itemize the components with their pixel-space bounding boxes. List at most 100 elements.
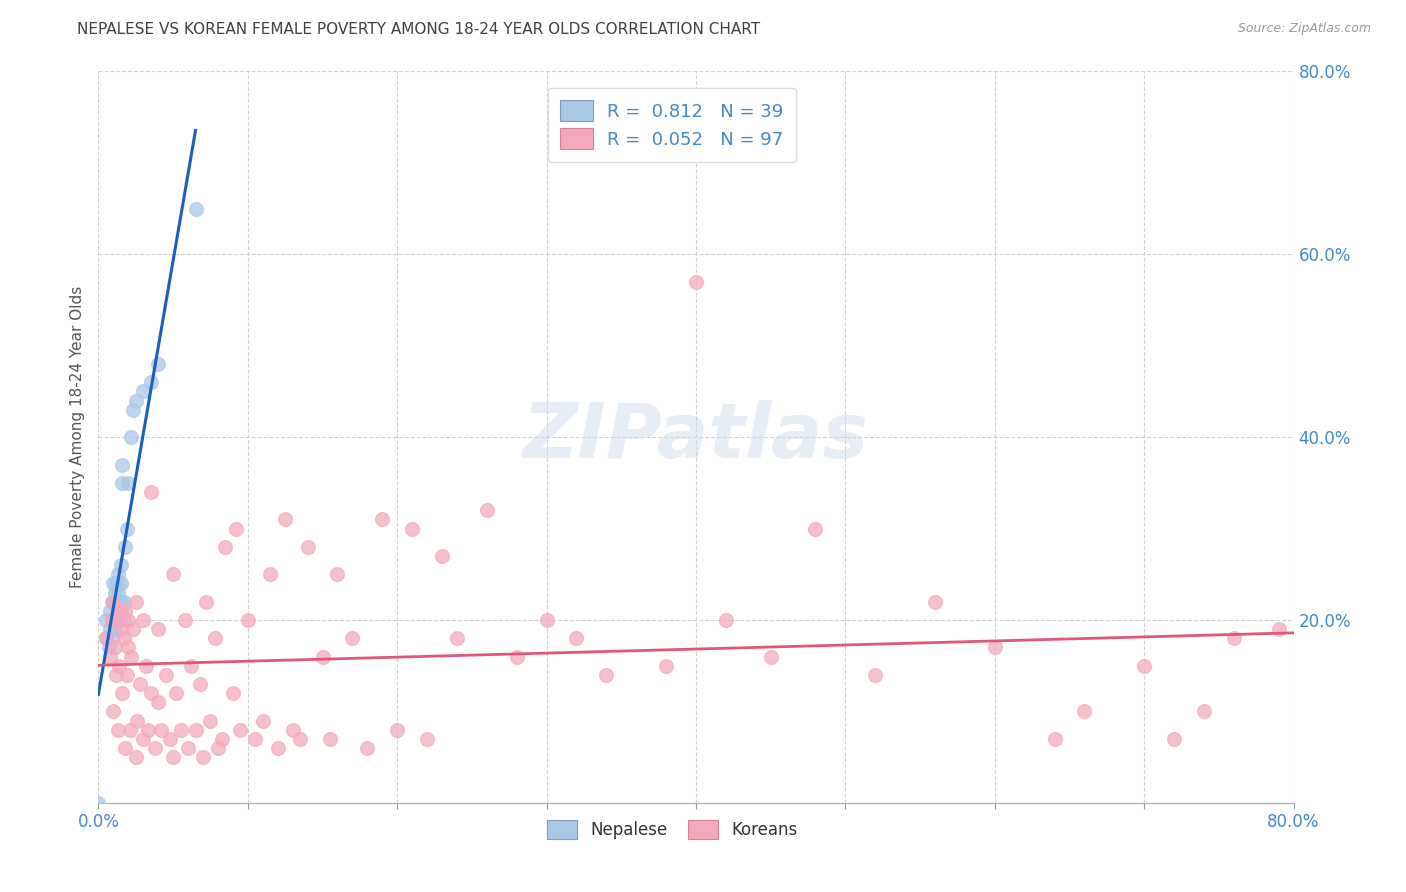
Point <box>924 594 946 608</box>
Point <box>356 740 378 755</box>
Point <box>114 740 136 755</box>
Text: Source: ZipAtlas.com: Source: ZipAtlas.com <box>1237 22 1371 36</box>
Point <box>103 613 125 627</box>
Point <box>446 632 468 646</box>
Point <box>132 731 155 746</box>
Point <box>139 375 162 389</box>
Point <box>804 521 827 535</box>
Point <box>177 740 200 755</box>
Point <box>159 731 181 746</box>
Point <box>107 723 129 737</box>
Point <box>685 275 707 289</box>
Point <box>222 686 245 700</box>
Point <box>110 622 132 636</box>
Point <box>288 731 311 746</box>
Point <box>371 512 394 526</box>
Point <box>984 640 1007 655</box>
Point <box>506 649 529 664</box>
Point <box>120 649 142 664</box>
Point <box>184 202 207 216</box>
Point <box>103 576 125 591</box>
Point <box>94 632 117 646</box>
Point <box>135 658 157 673</box>
Legend: Nepalese, Koreans: Nepalese, Koreans <box>540 814 804 846</box>
Point <box>117 475 139 490</box>
Point <box>188 677 211 691</box>
Point <box>143 740 166 755</box>
Point <box>385 723 409 737</box>
Point <box>105 594 128 608</box>
Point <box>1267 622 1289 636</box>
Point <box>101 594 124 608</box>
Point <box>252 714 274 728</box>
Point <box>94 632 117 646</box>
Point <box>174 613 197 627</box>
Point <box>114 604 136 618</box>
Point <box>139 686 162 700</box>
Point <box>107 604 129 618</box>
Point <box>655 658 678 673</box>
Point <box>274 512 297 526</box>
Point <box>132 613 155 627</box>
Point <box>150 723 173 737</box>
Point <box>416 731 439 746</box>
Point <box>165 686 187 700</box>
Point <box>184 723 207 737</box>
Point <box>245 731 267 746</box>
Point <box>195 594 218 608</box>
Point <box>136 723 159 737</box>
Point <box>139 485 162 500</box>
Point <box>107 613 129 627</box>
Point <box>214 540 236 554</box>
Point <box>319 731 342 746</box>
Point <box>112 632 135 646</box>
Text: ZIPatlas: ZIPatlas <box>523 401 869 474</box>
Point <box>110 576 132 591</box>
Point <box>118 723 141 737</box>
Point <box>108 576 131 591</box>
Point <box>101 632 124 646</box>
Point <box>180 658 202 673</box>
Point <box>127 714 149 728</box>
Point <box>595 667 617 681</box>
Point <box>129 677 152 691</box>
Point <box>401 521 423 535</box>
Point <box>865 667 887 681</box>
Point <box>117 613 139 627</box>
Point <box>207 740 229 755</box>
Point <box>120 430 142 444</box>
Point <box>111 458 134 472</box>
Point <box>225 521 247 535</box>
Point <box>132 384 155 399</box>
Point <box>565 632 588 646</box>
Point <box>297 540 319 554</box>
Point <box>87 796 110 810</box>
Point <box>103 594 125 608</box>
Point <box>121 622 143 636</box>
Point <box>121 402 143 417</box>
Point <box>148 357 170 371</box>
Point <box>98 622 122 636</box>
Point <box>107 585 129 599</box>
Point <box>1223 632 1246 646</box>
Point <box>1043 731 1066 746</box>
Point <box>342 632 364 646</box>
Point <box>104 640 127 655</box>
Point <box>204 632 226 646</box>
Point <box>103 705 125 719</box>
Point <box>98 604 122 618</box>
Point <box>115 521 138 535</box>
Point <box>111 686 134 700</box>
Point <box>110 558 132 573</box>
Point <box>1073 705 1095 719</box>
Point <box>101 613 124 627</box>
Point <box>125 393 148 408</box>
Point <box>98 649 122 664</box>
Point <box>97 640 120 655</box>
Point <box>105 613 128 627</box>
Point <box>107 567 129 582</box>
Point <box>1133 658 1156 673</box>
Point <box>162 567 184 582</box>
Text: NEPALESE VS KOREAN FEMALE POVERTY AMONG 18-24 YEAR OLDS CORRELATION CHART: NEPALESE VS KOREAN FEMALE POVERTY AMONG … <box>77 22 761 37</box>
Point <box>326 567 349 582</box>
